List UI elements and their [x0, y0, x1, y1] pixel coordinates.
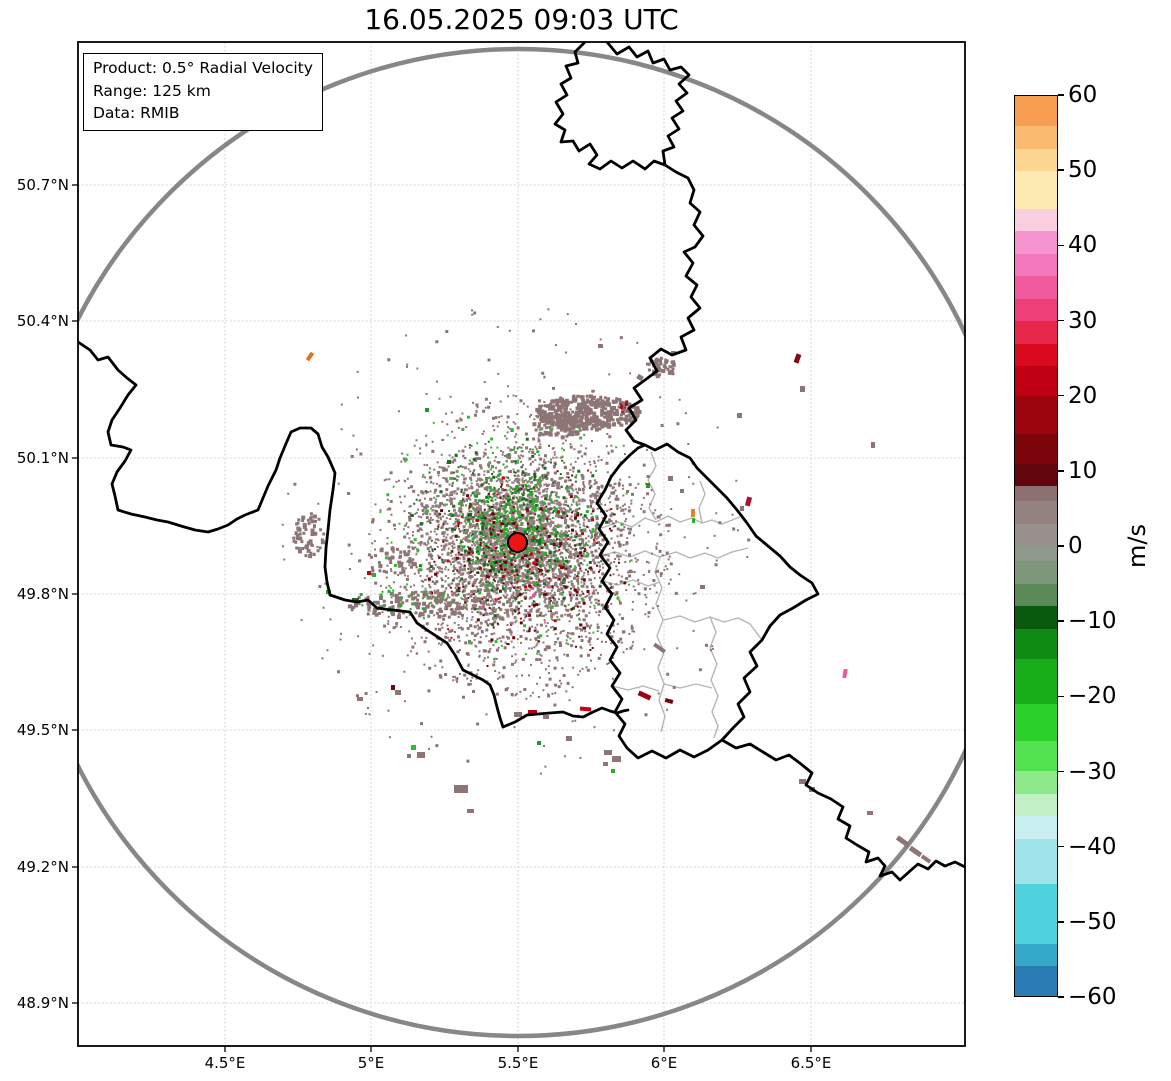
- y-tick-label: 49.8°N: [16, 585, 69, 603]
- colorbar-segment: [1015, 771, 1057, 794]
- product-info-box: Product: 0.5° Radial Velocity Range: 125…: [83, 53, 323, 131]
- colorbar-segment: [1015, 366, 1057, 397]
- product-line: Product: 0.5° Radial Velocity: [93, 59, 313, 77]
- colorbar-segment: [1015, 433, 1057, 464]
- colorbar-segment: [1015, 170, 1057, 209]
- colorbar-segment: [1015, 816, 1057, 839]
- colorbar-tick-label: −20: [1068, 683, 1117, 710]
- colorbar-segment: [1015, 501, 1057, 524]
- colorbar-segment: [1015, 148, 1057, 172]
- colorbar-segment: [1015, 628, 1057, 659]
- colorbar-segment: [1015, 231, 1057, 254]
- colorbar-tick-mark: [1058, 770, 1064, 773]
- colorbar-tick-label: −30: [1068, 758, 1117, 785]
- colorbar-segment: [1015, 523, 1057, 547]
- radar-site-marker: [507, 532, 528, 553]
- regional-borders: [599, 451, 763, 739]
- colorbar-tick-mark: [1058, 695, 1064, 698]
- colorbar-segment: [1015, 606, 1057, 629]
- colorbar-segment: [1015, 208, 1057, 232]
- x-tick-label: 6.5°E: [790, 1054, 832, 1072]
- colorbar-tick-mark: [1058, 169, 1064, 171]
- y-tick-label: 50.7°N: [16, 176, 69, 194]
- colorbar-segment: [1015, 343, 1057, 367]
- colorbar-segment: [1015, 486, 1057, 502]
- colorbar-tick-mark: [1058, 94, 1064, 96]
- y-tick-label: 50.1°N: [16, 449, 69, 467]
- colorbar-tick-mark: [1058, 620, 1064, 622]
- x-tick-label: 5°E: [357, 1054, 385, 1072]
- colorbar-segment: [1015, 740, 1057, 772]
- colorbar-tick-label: 60: [1068, 82, 1098, 108]
- colorbar-segment: [1015, 395, 1057, 434]
- colorbar-segment: [1015, 253, 1057, 277]
- colorbar: [1014, 95, 1058, 997]
- colorbar-segment: [1015, 276, 1057, 299]
- colorbar-tick-mark: [1058, 394, 1064, 397]
- colorbar-segment: [1015, 838, 1057, 884]
- colorbar-segment: [1015, 966, 1057, 996]
- axis-tick-marks: [72, 184, 812, 1052]
- colorbar-segment: [1015, 126, 1057, 149]
- colorbar-segment: [1015, 703, 1057, 742]
- colorbar-tick-label: −50: [1068, 908, 1117, 935]
- colorbar-tick-label: 40: [1068, 232, 1098, 259]
- colorbar-segment: [1015, 561, 1057, 584]
- colorbar-tick-mark: [1058, 996, 1064, 998]
- y-tick-label: 48.9°N: [16, 994, 69, 1012]
- colorbar-tick-mark: [1058, 921, 1064, 923]
- colorbar-segment: [1015, 793, 1057, 817]
- map-layers: [78, 42, 965, 1046]
- plot-frame: [77, 41, 966, 1047]
- colorbar-segment: [1015, 298, 1057, 322]
- graticule: [78, 42, 965, 1046]
- national-borders: [78, 42, 965, 882]
- data-source-line: Data: RMIB: [93, 104, 180, 122]
- colorbar-tick-label: 0: [1068, 533, 1083, 559]
- x-tick-label: 5.5°E: [497, 1054, 539, 1072]
- colorbar-tick-mark: [1058, 470, 1064, 472]
- colorbar-tick-label: −40: [1068, 833, 1117, 860]
- colorbar-tick-label: 10: [1068, 457, 1098, 484]
- figure-title: 16.05.2025 09:03 UTC: [364, 3, 679, 36]
- colorbar-segment: [1015, 546, 1057, 562]
- y-tick-label: 49.5°N: [16, 721, 69, 739]
- colorbar-tick-label: 50: [1068, 157, 1098, 184]
- x-tick-label: 4.5°E: [204, 1054, 246, 1072]
- radar-range-ring: [78, 46, 965, 1039]
- colorbar-units-label: m/s: [1123, 524, 1151, 568]
- range-line: Range: 125 km: [93, 81, 211, 100]
- colorbar-tick-label: 20: [1068, 382, 1098, 409]
- colorbar-tick-mark: [1058, 845, 1064, 848]
- y-tick-label: 49.2°N: [16, 858, 69, 876]
- colorbar-tick-mark: [1058, 319, 1064, 322]
- colorbar-segment: [1015, 96, 1057, 127]
- colorbar-segment: [1015, 463, 1057, 487]
- colorbar-tick-label: −60: [1068, 984, 1117, 1010]
- y-tick-label: 50.4°N: [16, 312, 69, 330]
- colorbar-tick-label: −10: [1068, 608, 1117, 635]
- colorbar-tick-label: 30: [1068, 307, 1098, 334]
- colorbar-segment: [1015, 583, 1057, 607]
- colorbar-tick-mark: [1058, 244, 1064, 247]
- colorbar-segment: [1015, 321, 1057, 344]
- colorbar-segment: [1015, 943, 1057, 967]
- colorbar-segment: [1015, 658, 1057, 704]
- colorbar-tick-mark: [1058, 545, 1064, 547]
- colorbar-segment: [1015, 883, 1057, 944]
- x-tick-label: 6°E: [650, 1054, 678, 1072]
